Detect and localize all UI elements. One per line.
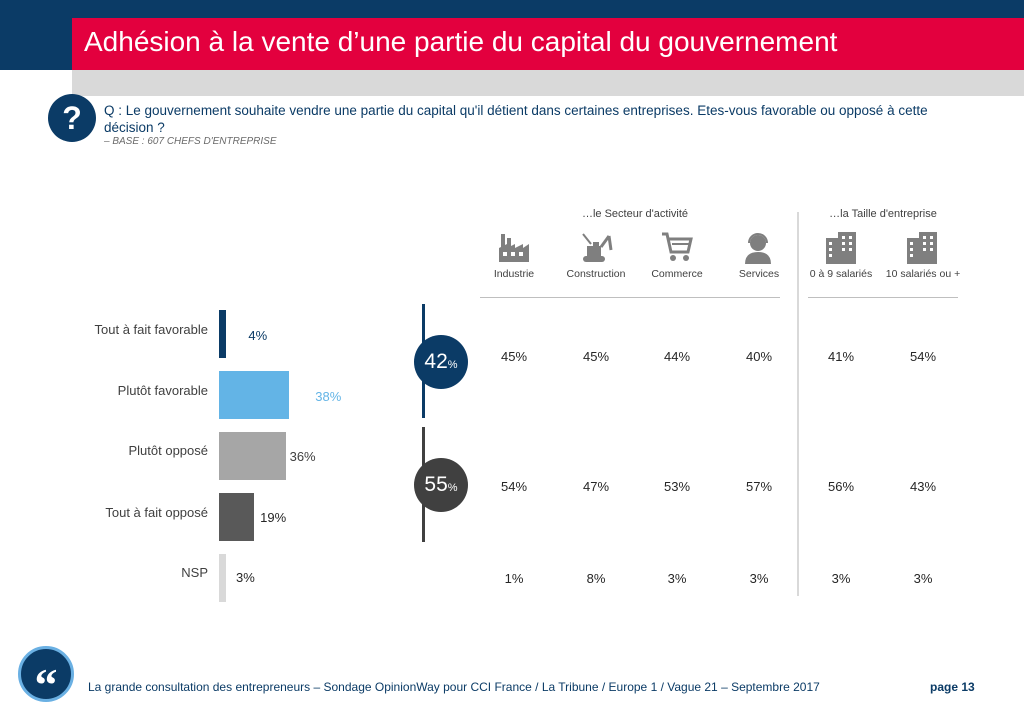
bar-plutot-oppose — [219, 432, 286, 480]
column-label-services: Services — [738, 268, 780, 280]
cell-oppose: 56% — [827, 479, 855, 494]
cell-favorable: 45% — [500, 349, 528, 364]
favorable-total-unit: % — [447, 359, 458, 371]
category-label: Tout à fait opposé — [105, 505, 208, 520]
page-title: Adhésion à la vente d’une partie du capi… — [84, 26, 838, 57]
bar-value-label: 3% — [236, 570, 255, 585]
group-header-secteur: …le Secteur d'activité — [581, 208, 689, 220]
cell-favorable: 41% — [827, 349, 855, 364]
page-number: page 13 — [930, 680, 975, 694]
cell-nsp: 1% — [504, 571, 524, 586]
favorable-total-value: 42 — [424, 350, 448, 373]
group-header-taille: …la Taille d'entreprise — [829, 208, 937, 220]
cell-nsp: 3% — [831, 571, 851, 586]
cell-oppose: 43% — [909, 479, 937, 494]
cell-oppose: 53% — [663, 479, 691, 494]
group-separator — [797, 212, 799, 596]
column-label-construction: Construction — [566, 268, 626, 280]
cell-nsp: 3% — [749, 571, 769, 586]
bar-value-label: 36% — [289, 449, 316, 464]
bar-nsp — [219, 554, 226, 602]
factory-icon — [499, 234, 529, 262]
buildings-icon — [826, 232, 856, 264]
category-label: Tout à fait favorable — [94, 322, 208, 337]
bar-tout-a-fait-oppose — [219, 493, 255, 541]
cell-nsp: 3% — [913, 571, 933, 586]
cell-favorable: 54% — [909, 349, 937, 364]
bar-value-label: 4% — [248, 328, 268, 343]
oppose-total-bubble: 55% — [414, 458, 468, 512]
header-rule-taille — [808, 297, 958, 298]
oppose-total-unit: % — [447, 482, 458, 494]
oppose-total-value: 55 — [424, 473, 448, 496]
header-rule-secteur — [480, 297, 780, 298]
quote-icon: “ — [18, 646, 74, 710]
category-label: NSP — [181, 565, 208, 580]
cell-nsp: 3% — [667, 571, 687, 586]
column-label-industrie: Industrie — [493, 268, 535, 280]
top-band — [0, 0, 1024, 18]
category-label: Plutôt opposé — [128, 443, 208, 458]
title-bar — [72, 18, 1024, 70]
cell-nsp: 8% — [586, 571, 606, 586]
subtitle-band — [72, 70, 1024, 96]
base-note: – BASE : 607 CHEFS D'ENTREPRISE — [104, 136, 277, 147]
excavator-icon — [582, 233, 613, 262]
cell-oppose: 47% — [582, 479, 610, 494]
shopping-cart-icon — [662, 232, 693, 261]
buildings-icon — [907, 232, 937, 264]
bar-plutot-favorable — [219, 371, 290, 419]
bar-value-label: 38% — [315, 389, 342, 404]
cell-favorable: 44% — [663, 349, 691, 364]
column-label-commerce: Commerce — [651, 268, 703, 280]
cell-favorable: 40% — [745, 349, 773, 364]
footer-source: La grande consultation des entrepreneurs… — [88, 680, 820, 694]
category-label: Plutôt favorable — [117, 383, 208, 398]
headset-person-icon — [745, 233, 771, 264]
left-band — [0, 18, 72, 70]
cell-oppose: 57% — [745, 479, 773, 494]
question-icon: ? — [48, 94, 96, 142]
question-text: Q : Le gouvernement souhaite vendre une … — [104, 103, 928, 135]
favorable-total-bubble: 42% — [414, 335, 468, 389]
cell-oppose: 54% — [500, 479, 528, 494]
bar-tout-a-fait-favorable — [219, 310, 227, 358]
cell-favorable: 45% — [582, 349, 610, 364]
column-label-10-plus: 10 salariés ou + — [885, 268, 961, 280]
column-label-0-9: 0 à 9 salariés — [809, 268, 873, 280]
bar-value-label: 19% — [260, 510, 287, 525]
